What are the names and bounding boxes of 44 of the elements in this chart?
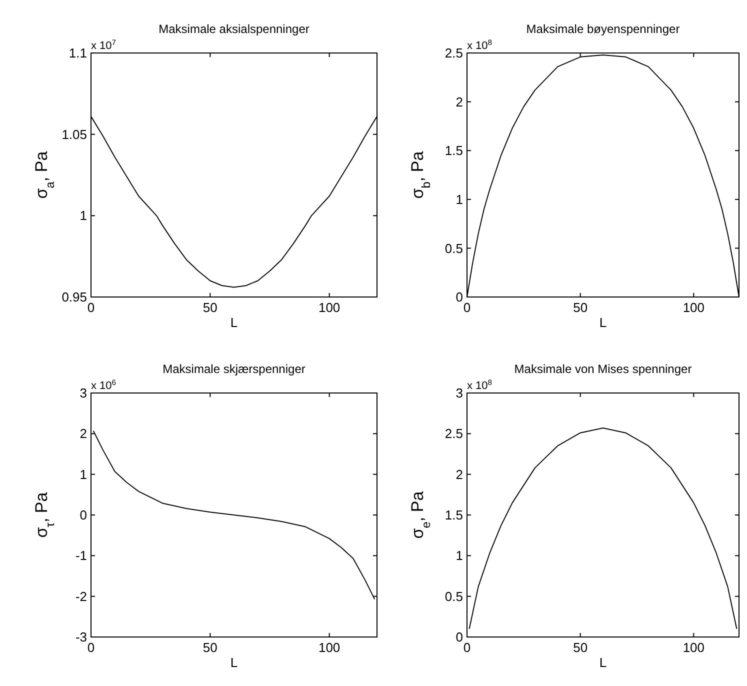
text: x 10$^{8}$ [467, 378, 492, 392]
y-tick-label: 1.1 [68, 46, 87, 61]
y-tick-label: 1 [80, 466, 87, 482]
y-tick-label: 1 [456, 192, 463, 207]
text: x 10$^{6}$ [91, 378, 116, 392]
text: x 10$^{7}$ [91, 38, 116, 52]
y-tick-label: 3 [80, 386, 87, 401]
y-tick-label: 2.5 [444, 46, 463, 61]
x-tick-label: 50 [202, 640, 218, 655]
chart-title: Maksimale skjærspenniger [162, 362, 306, 376]
y-tick-label: 1 [456, 548, 463, 564]
y-tick-label: 1 [80, 208, 87, 224]
x-tick-label: 100 [682, 300, 705, 315]
y-tick-label: 2 [80, 426, 87, 442]
y-tick-label: 0.5 [444, 588, 463, 604]
chart-title: Maksimale aksialspenninger [158, 22, 310, 36]
text: x 10$^{8}$ [467, 38, 492, 52]
y-tick-label: 2.5 [444, 426, 463, 442]
y-tick-label: 0.5 [444, 240, 463, 256]
x-tick-label: 100 [318, 300, 340, 315]
y-tick-label: -2 [75, 588, 87, 604]
y-tick-label: 0 [80, 508, 87, 523]
x-tick-label: 50 [202, 300, 218, 315]
y-tick-label: 2 [456, 94, 463, 110]
x-tick-label: 50 [573, 640, 588, 655]
y-tick-label: -1 [75, 548, 87, 564]
x-axis-title: L [230, 315, 238, 330]
y-tick-label: 3 [456, 386, 463, 401]
x-tick-label: 50 [573, 300, 588, 315]
y-tick-label: 2 [456, 466, 463, 482]
x-tick-label: 100 [318, 640, 340, 655]
y-tick-label: 1.5 [444, 508, 463, 523]
y-tick-label: 0 [456, 290, 463, 305]
x-axis-title: L [230, 655, 238, 670]
chart-title: Maksimale bøyenspenninger [526, 22, 680, 36]
chart-title: Maksimale von Mises spenninger [514, 362, 692, 376]
y-tick-label: -3 [75, 630, 87, 645]
x-axis-title: L [599, 315, 607, 330]
x-axis-title: L [599, 655, 607, 670]
x-tick-label: 100 [682, 640, 705, 655]
y-tick-label: 1.5 [444, 143, 463, 158]
y-tick-label: 1.05 [62, 126, 87, 142]
y-tick-label: 0.95 [62, 290, 87, 305]
y-tick-label: 0 [456, 630, 463, 645]
